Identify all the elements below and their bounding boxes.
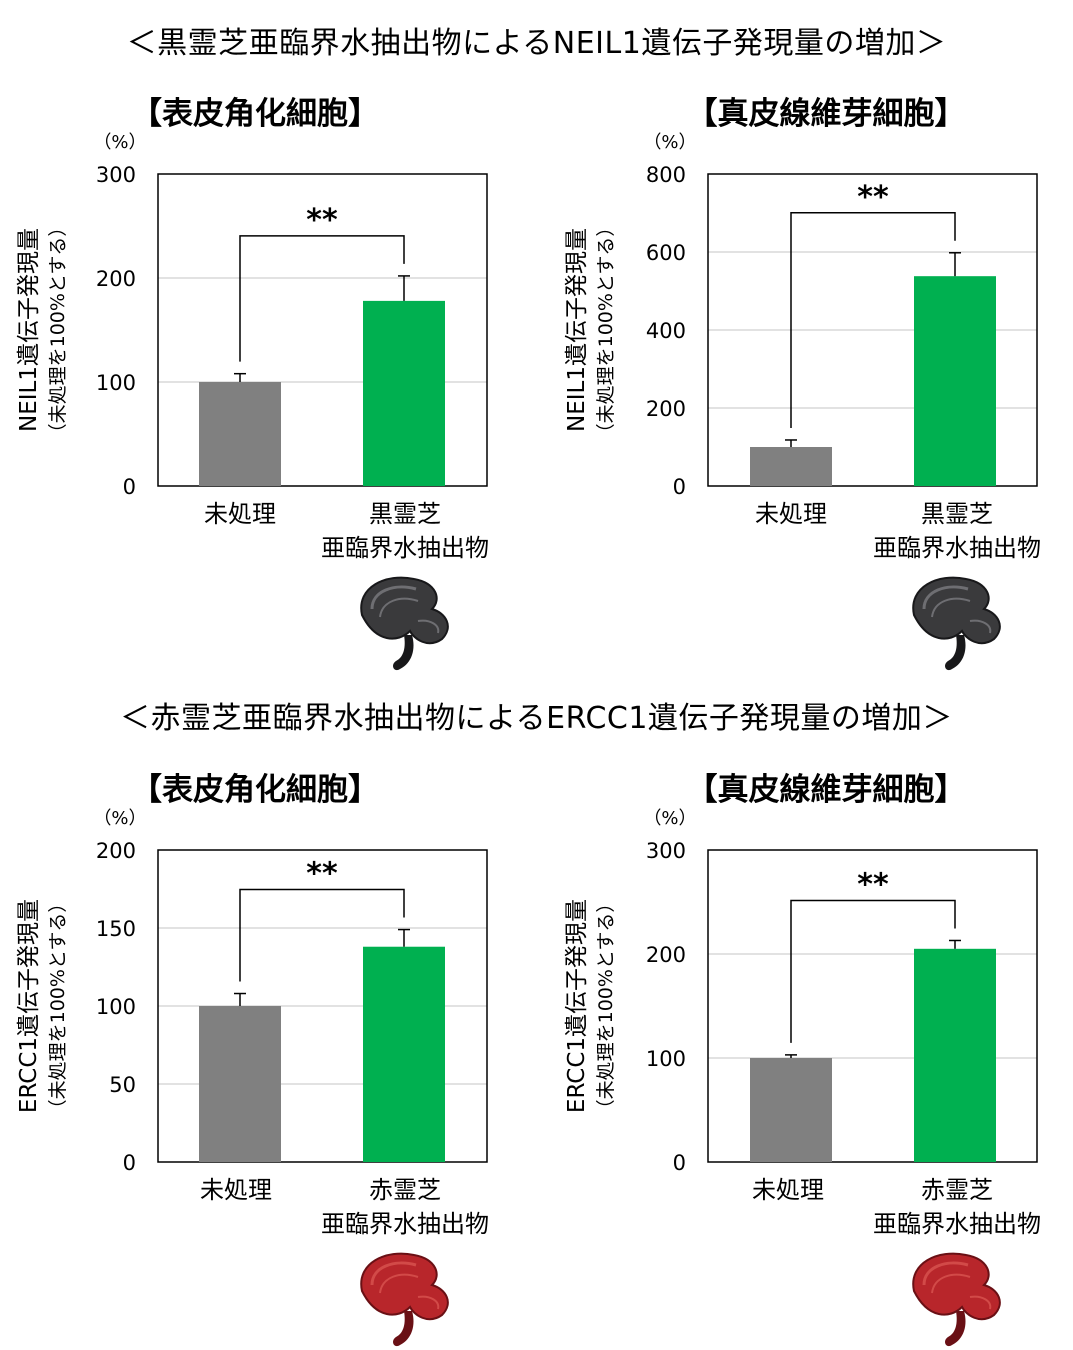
plot-frame xyxy=(157,173,488,487)
red-reishi-mushroom-icon xyxy=(360,1252,449,1347)
x-category-label: 未処理 xyxy=(752,1176,824,1204)
unit-label: （%） xyxy=(93,132,146,153)
y-tick-label: 400 xyxy=(646,319,686,343)
y-tick-label: 800 xyxy=(646,163,686,187)
red-reishi-mushroom-icon xyxy=(912,1252,1001,1347)
y-axis-label: ERCC1遺伝子発現量 xyxy=(564,899,590,1113)
chart-title: 【表皮角化細胞】 xyxy=(131,772,379,808)
plot-frame xyxy=(707,849,1038,1163)
y-tick-label: 0 xyxy=(673,1151,686,1175)
y-tick-label: 0 xyxy=(123,475,136,499)
y-tick-label: 600 xyxy=(646,241,686,265)
y-tick-label: 200 xyxy=(646,397,686,421)
unit-label: （%） xyxy=(643,132,696,153)
y-tick-label: 50 xyxy=(109,1073,136,1097)
y-axis-sublabel: （未処理を100%とする） xyxy=(595,894,617,1119)
chart-title: 【真皮線維芽細胞】 xyxy=(686,96,966,132)
bar-chart: 0 100 200 300 （%） NEIL1遺伝子発現量 （未処理を100%とする） 未処理… xyxy=(16,132,489,671)
bar-control xyxy=(199,1006,281,1162)
x-category-label: 未処理 xyxy=(204,500,276,528)
chart-panel-ercc1-keratinocyte: 【表皮角化細胞】 0 50 100 150 200 （%） ERCC1遺伝子発現量 （未処理を… xyxy=(0,764,536,1347)
significance-bracket xyxy=(239,888,405,982)
chart-title: 【真皮線維芽細胞】 xyxy=(686,772,966,808)
y-tick-label: 100 xyxy=(96,371,136,395)
section-title-ercc1: ＜赤霊芝亜臨界水抽出物によるERCC1遺伝子発現量の増加＞ xyxy=(120,701,953,736)
y-tick-label: 300 xyxy=(646,839,686,863)
y-tick-label: 0 xyxy=(673,475,686,499)
bar-chart: 0 50 100 150 200 （%） ERCC1遺伝子発現量 （未処理を100%とする） 未… xyxy=(16,808,489,1347)
significance-marker: ** xyxy=(306,857,338,892)
section-title-neil1: ＜黒霊芝亜臨界水抽出物によるNEIL1遺伝子発現量の増加＞ xyxy=(126,26,947,61)
black-reishi-mushroom-icon xyxy=(912,576,1001,671)
x-category-label: 亜臨界水抽出物 xyxy=(873,534,1041,562)
x-category-label: 赤霊芝 xyxy=(369,1176,441,1204)
x-category-label: 黒霊芝 xyxy=(369,500,441,528)
bar-chart: 0 100 200 300 （%） ERCC1遺伝子発現量 （未処理を100%とする） 未処理… xyxy=(564,808,1041,1347)
y-tick-label: 150 xyxy=(96,917,136,941)
plot-frame xyxy=(707,173,1038,487)
y-tick-label: 200 xyxy=(646,943,686,967)
x-category-label: 黒霊芝 xyxy=(921,500,993,528)
x-category-label: 亜臨界水抽出物 xyxy=(321,534,489,562)
chart-panel-neil1-keratinocyte: 【表皮角化細胞】 0 100 200 300 （%） NEIL1遺伝子発現量 （未処理を10… xyxy=(0,88,536,671)
y-axis-label: NEIL1遺伝子発現量 xyxy=(16,228,42,432)
y-axis-sublabel: （未処理を100%とする） xyxy=(47,894,69,1119)
chart-panel-ercc1-fibroblast: 【真皮線維芽細胞】 0 100 200 300 （%） ERCC1遺伝子発現量 （未処理を1… xyxy=(536,764,1072,1347)
y-tick-label: 100 xyxy=(96,995,136,1019)
bar-treated xyxy=(914,276,996,486)
significance-bracket xyxy=(790,212,956,428)
plot-frame xyxy=(157,849,488,1163)
bar-treated xyxy=(363,946,445,1162)
chart-title: 【表皮角化細胞】 xyxy=(131,96,379,132)
y-tick-label: 300 xyxy=(96,163,136,187)
significance-marker: ** xyxy=(306,203,338,238)
bar-control xyxy=(750,447,832,486)
bar-treated xyxy=(914,948,996,1162)
y-axis-sublabel: （未処理を100%とする） xyxy=(595,218,617,443)
bar-control xyxy=(199,382,281,486)
y-tick-label: 100 xyxy=(646,1047,686,1071)
significance-bracket xyxy=(239,235,405,362)
significance-marker: ** xyxy=(857,180,889,215)
bar-control xyxy=(750,1058,832,1162)
x-category-label: 未処理 xyxy=(200,1176,272,1204)
x-category-label: 未処理 xyxy=(755,500,827,528)
black-reishi-mushroom-icon xyxy=(360,576,449,671)
chart-panel-neil1-fibroblast: 【真皮線維芽細胞】 0 200 400 600 800 （%） NEIL1遺伝子発現量 （未処… xyxy=(536,88,1072,671)
bar-treated xyxy=(363,300,445,486)
unit-label: （%） xyxy=(643,808,696,829)
x-category-label: 亜臨界水抽出物 xyxy=(873,1210,1041,1238)
y-axis-sublabel: （未処理を100%とする） xyxy=(47,218,69,443)
x-category-label: 赤霊芝 xyxy=(921,1176,993,1204)
y-tick-label: 0 xyxy=(123,1151,136,1175)
unit-label: （%） xyxy=(93,808,146,829)
y-axis-label: ERCC1遺伝子発現量 xyxy=(16,899,42,1113)
significance-bracket xyxy=(790,899,956,1043)
significance-marker: ** xyxy=(857,867,889,902)
y-tick-label: 200 xyxy=(96,839,136,863)
y-tick-label: 200 xyxy=(96,267,136,291)
y-axis-label: NEIL1遺伝子発現量 xyxy=(564,228,590,432)
x-category-label: 亜臨界水抽出物 xyxy=(321,1210,489,1238)
bar-chart: 0 200 400 600 800 （%） NEIL1遺伝子発現量 （未処理を100%とする）… xyxy=(564,132,1041,671)
